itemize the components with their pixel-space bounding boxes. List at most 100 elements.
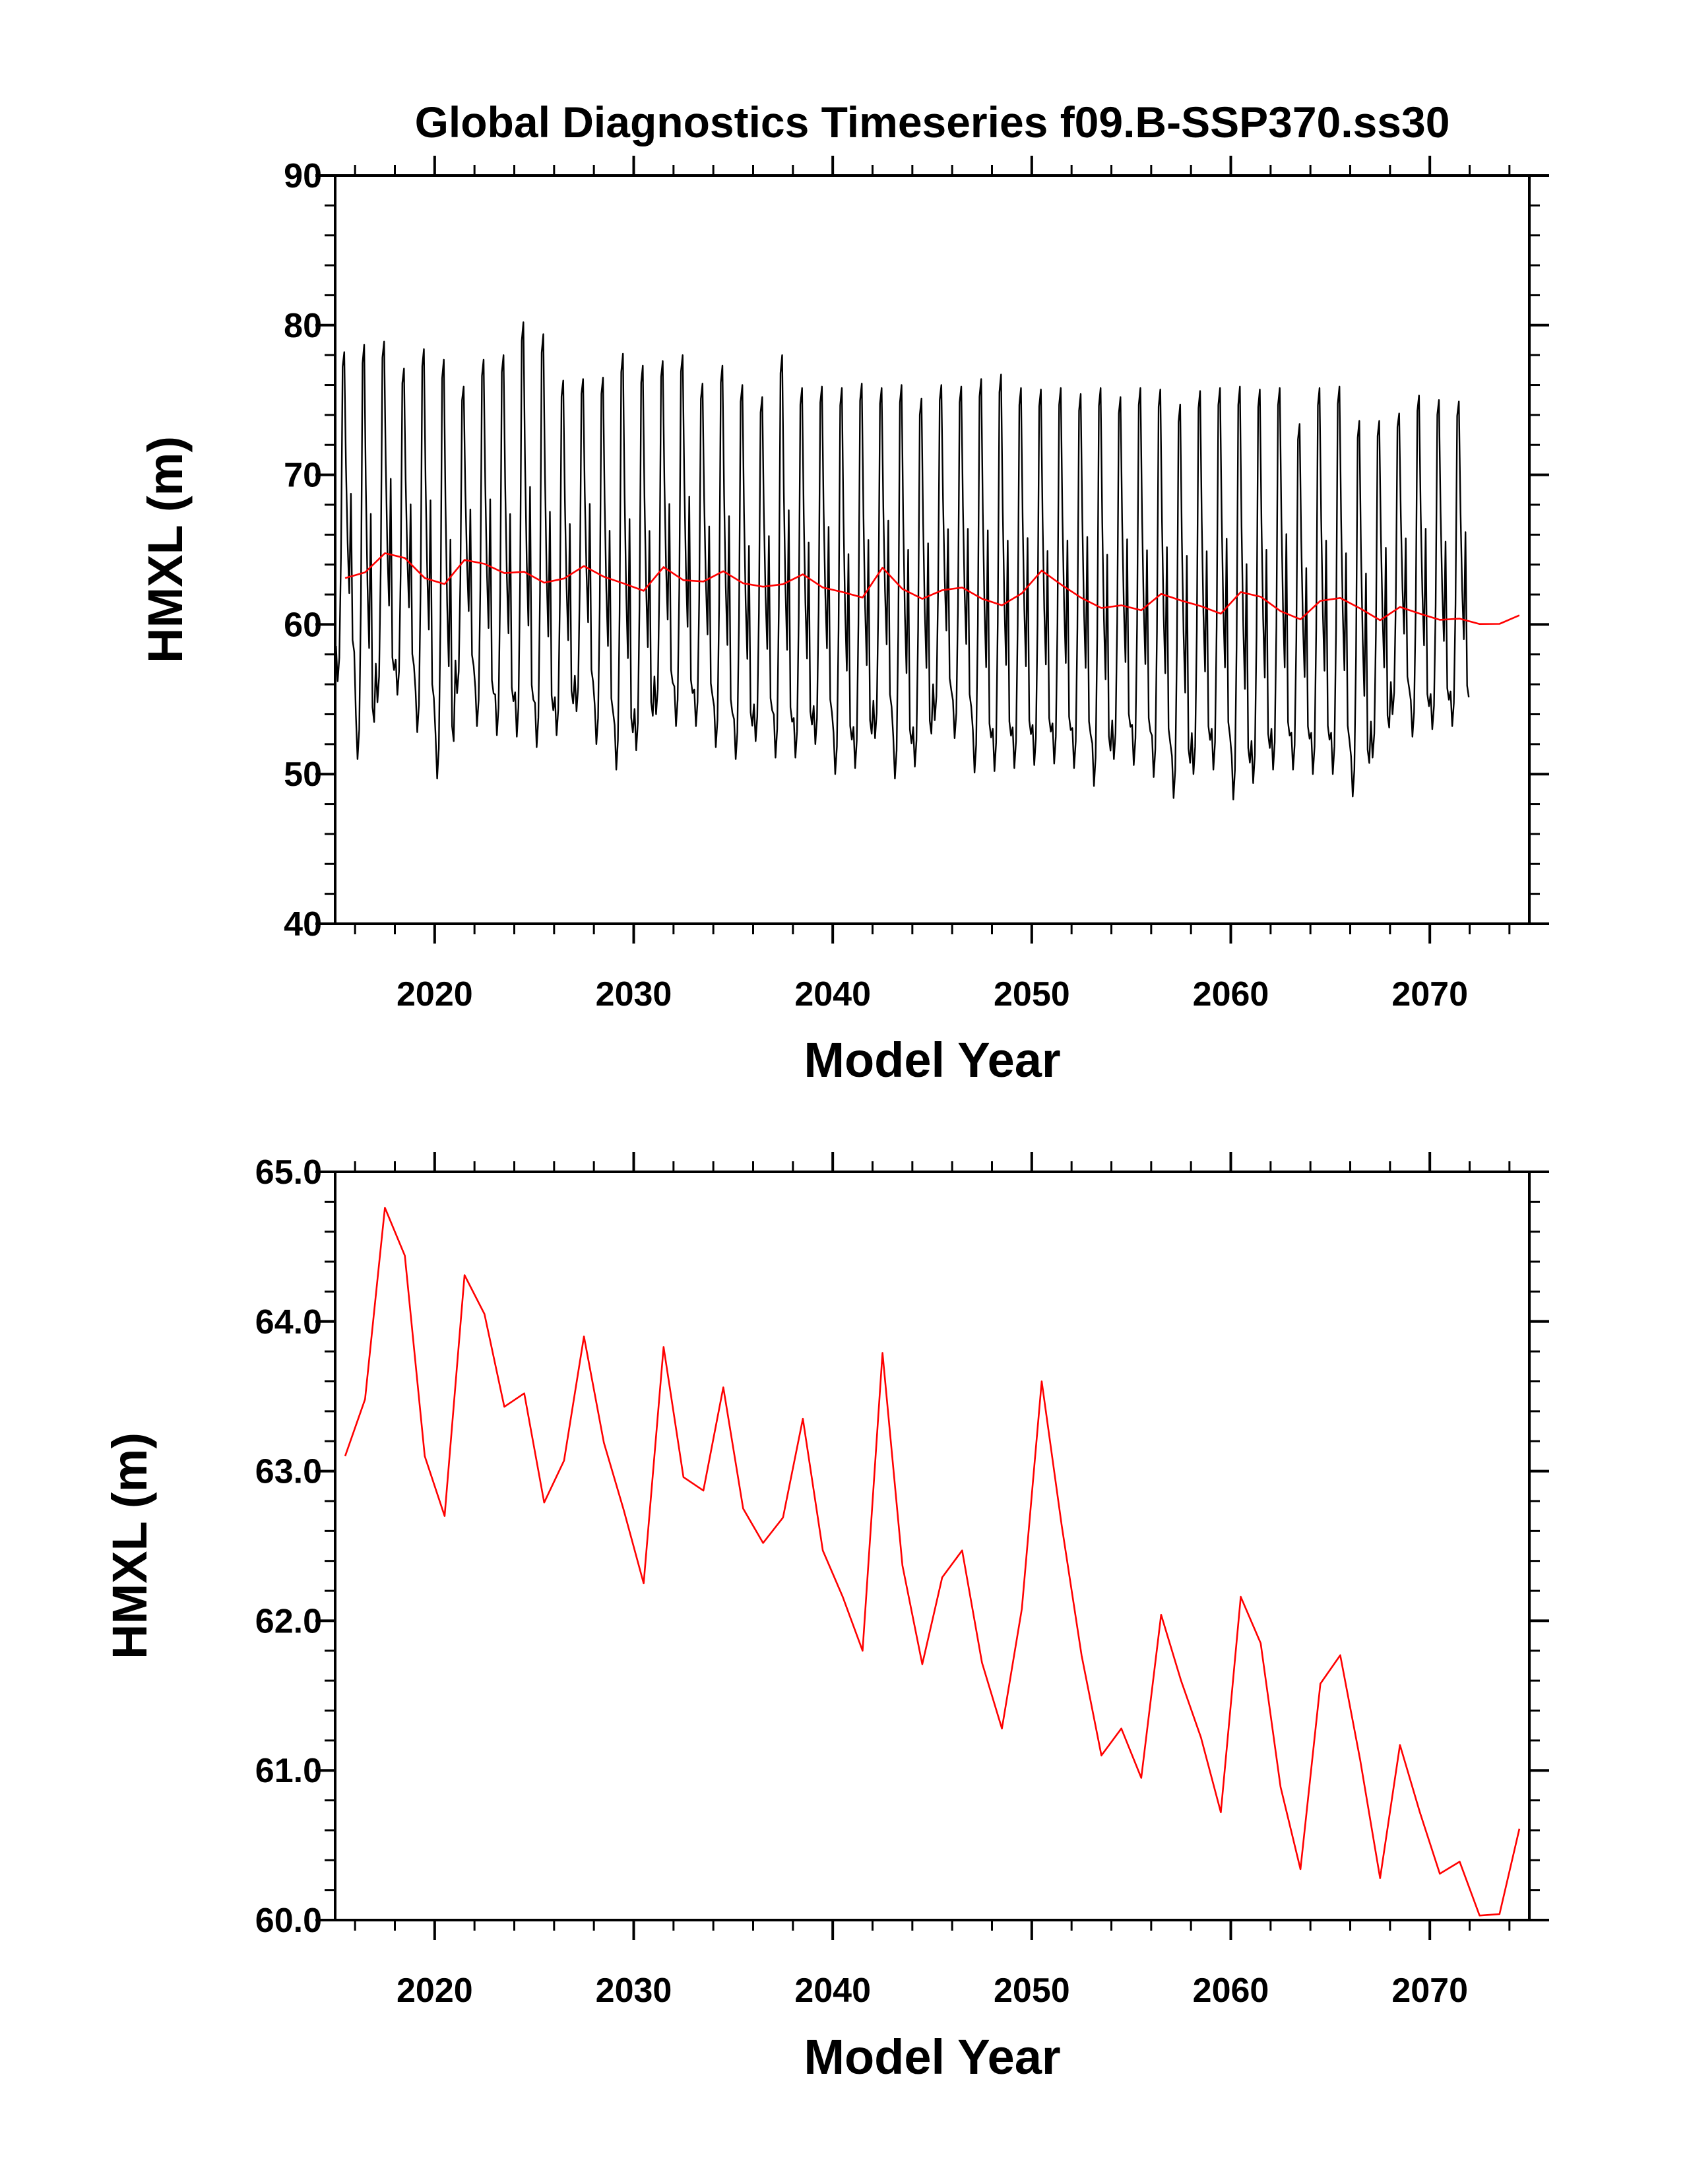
data-point [821, 586, 824, 589]
data-point [1438, 618, 1441, 621]
y-tick-label: 61.0 [255, 1752, 322, 1790]
data-point [1080, 1654, 1083, 1657]
data-point [1259, 595, 1262, 598]
data-point [881, 566, 884, 569]
data-point [523, 571, 526, 573]
x-tick-label: 2070 [1391, 975, 1468, 1013]
data-point [1199, 1736, 1202, 1739]
data-point [1339, 596, 1341, 599]
data-point [563, 1460, 565, 1462]
x-axis-title: Model Year [804, 1033, 1060, 1087]
data-point [602, 575, 605, 578]
data-point [782, 583, 784, 585]
data-point [1040, 1380, 1043, 1383]
data-point [722, 1386, 724, 1389]
data-point [424, 577, 426, 579]
data-point [821, 1549, 824, 1552]
data-point [643, 1582, 645, 1585]
data-point [742, 1507, 744, 1510]
data-point [1199, 605, 1202, 608]
data-point [443, 583, 446, 585]
data-point [1021, 1607, 1023, 1610]
data-point [1100, 607, 1102, 610]
data-point [1001, 604, 1004, 606]
y-tick-label: 40 [284, 905, 322, 944]
x-tick-label: 2060 [1193, 1972, 1269, 2010]
y-tick-label: 70 [284, 457, 322, 495]
data-point [483, 1313, 486, 1316]
data-point [622, 1509, 625, 1512]
data-point [1498, 623, 1501, 626]
data-point [1359, 607, 1362, 610]
data-point [344, 1455, 346, 1458]
data-point [1021, 592, 1023, 594]
data-point [563, 577, 565, 580]
data-point [1240, 1595, 1242, 1598]
data-point [424, 1455, 426, 1458]
data-point [1140, 1777, 1143, 1780]
data-point [463, 1274, 466, 1277]
y-tick-label: 60 [284, 606, 322, 644]
data-point [881, 1351, 884, 1354]
data-point [1299, 1868, 1302, 1871]
data-point [921, 598, 924, 600]
y-axis-title: HMXL (m) [138, 436, 193, 663]
data-point [1479, 623, 1481, 626]
y-tick-label: 64.0 [255, 1303, 322, 1341]
series-line-annual [344, 552, 1520, 625]
data-point [1180, 599, 1182, 602]
series-line-monthly [335, 321, 1470, 800]
data-point [1339, 1654, 1341, 1657]
data-point [762, 585, 765, 588]
x-tick-label: 2020 [397, 1972, 473, 2010]
data-point [861, 1650, 864, 1652]
series-group [335, 321, 1520, 800]
data-point [1379, 619, 1382, 622]
x-axis-title: Model Year [804, 2030, 1060, 2084]
data-point [404, 1254, 406, 1257]
data-point [1100, 1754, 1102, 1757]
data-point [1479, 1914, 1481, 1917]
x-tick-label: 2070 [1391, 1972, 1468, 2010]
data-point [1160, 593, 1163, 595]
series-group [344, 1207, 1521, 1917]
data-point [602, 1442, 605, 1444]
data-point [543, 581, 546, 584]
data-point [1060, 584, 1063, 587]
data-point [722, 570, 724, 573]
data-point [344, 577, 346, 579]
x-tick-label: 2060 [1193, 975, 1269, 1013]
data-point [1319, 1683, 1322, 1685]
data-point [782, 1516, 784, 1519]
data-point [941, 589, 943, 592]
data-point [1160, 1613, 1163, 1616]
data-point [841, 1595, 844, 1598]
data-point [961, 1549, 963, 1552]
data-point [682, 1476, 685, 1479]
data-point [543, 1501, 546, 1504]
chart-title: Global Diagnostics Timeseries f09.B-SSP3… [415, 98, 1450, 146]
data-point [980, 1661, 983, 1664]
data-point [1279, 1785, 1282, 1788]
data-point [1359, 1758, 1362, 1761]
data-point [583, 565, 585, 567]
data-point [1279, 610, 1282, 612]
data-point [1120, 604, 1123, 606]
data-point [503, 1405, 505, 1408]
y-tick-label: 90 [284, 157, 322, 195]
x-tick-label: 2050 [994, 975, 1070, 1013]
data-point [802, 573, 804, 575]
panel-bottom: 60.0 61.0 62.0 63.0 64.0 65.0 2020 2030 2040 2050… [102, 1152, 1549, 2084]
data-point [762, 1542, 765, 1545]
data-point [1458, 618, 1461, 620]
data-point [921, 1663, 924, 1665]
data-point [1299, 618, 1302, 621]
data-point [404, 557, 406, 560]
data-point [622, 582, 625, 585]
data-point [1219, 612, 1222, 615]
data-point [1379, 1877, 1382, 1880]
y-tick-label: 50 [284, 755, 322, 794]
data-point [1140, 609, 1143, 612]
data-point [1001, 1727, 1004, 1730]
x-tick-label: 2050 [994, 1972, 1070, 2010]
